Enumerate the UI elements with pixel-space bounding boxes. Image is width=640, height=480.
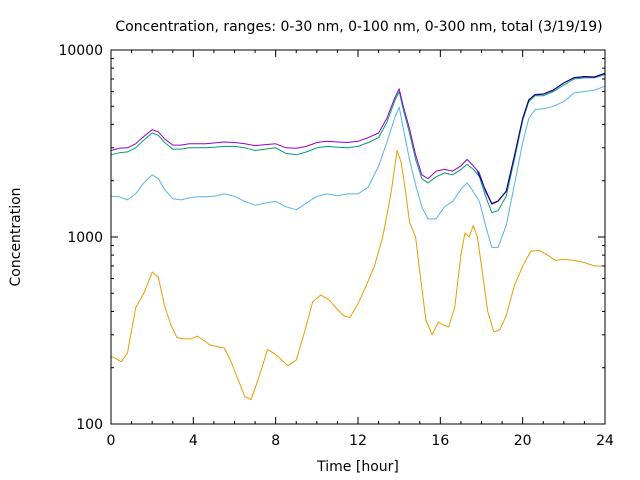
y-axis-label: Concentration — [8, 187, 24, 286]
x-tick-label: 0 — [107, 433, 116, 449]
series-line-4 — [110, 72, 606, 205]
x-tick-label: 24 — [596, 433, 614, 449]
x-tick-label: 20 — [514, 433, 532, 449]
x-axis-label: Time [hour] — [316, 459, 399, 475]
y-ticks: 100 1000 10000 — [58, 43, 605, 433]
series-line-5 — [476, 72, 606, 204]
y-tick-label: 1000 — [67, 230, 103, 246]
series-line-3 — [110, 74, 606, 214]
x-tick-label: 4 — [189, 433, 198, 449]
x-tick-label: 12 — [349, 433, 367, 449]
y-tick-label: 10000 — [58, 43, 103, 59]
series-line-1 — [110, 150, 605, 401]
x-tick-label: 8 — [271, 433, 280, 449]
plot-series — [110, 72, 606, 401]
chart-title: Concentration, ranges: 0-30 nm, 0-100 nm… — [115, 19, 602, 35]
series-line-2 — [110, 85, 606, 248]
x-ticks: 0 4 8 12 16 20 24 — [107, 50, 614, 449]
y-tick-label: 100 — [76, 417, 103, 433]
plot-frame — [110, 49, 606, 425]
x-tick-label: 16 — [431, 433, 449, 449]
